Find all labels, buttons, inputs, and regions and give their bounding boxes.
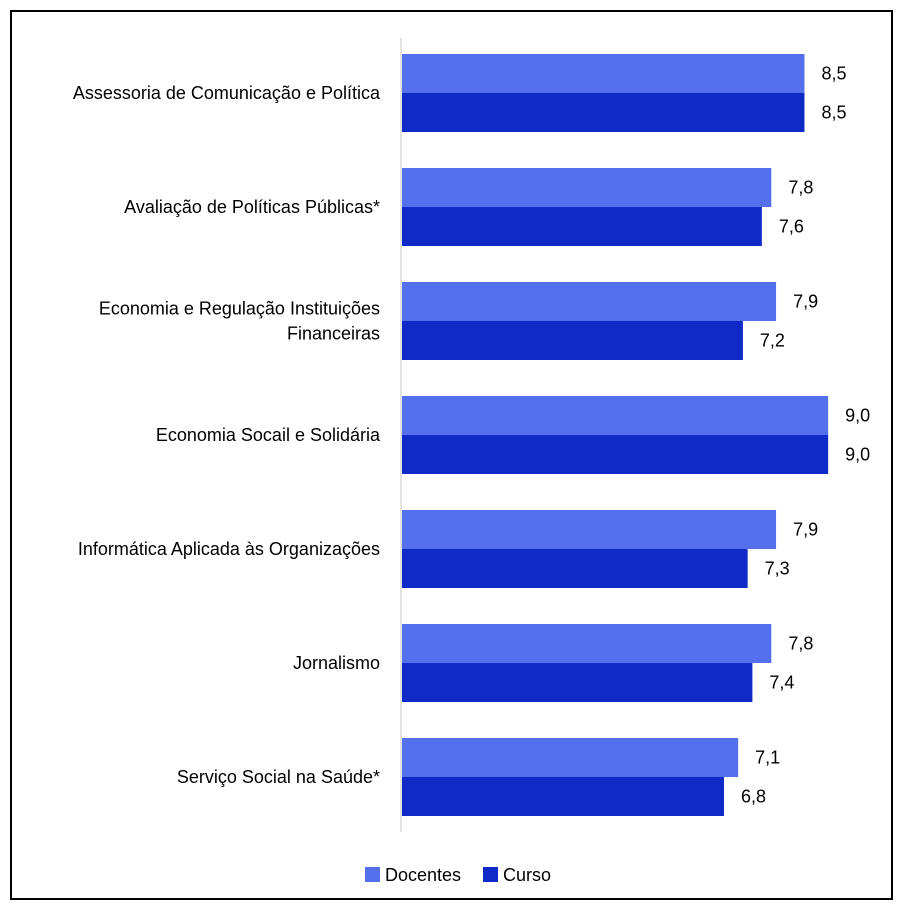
legend-label-curso: Curso	[503, 865, 551, 885]
data-label: 7,4	[769, 673, 794, 693]
data-label: 9,0	[845, 406, 870, 426]
bar-docentes	[402, 396, 829, 435]
data-label: 7,2	[760, 331, 785, 351]
bar-docentes	[402, 168, 772, 207]
bar-curso	[402, 207, 762, 246]
category-label: Economia Socail e Solidária	[156, 425, 381, 445]
data-label: 7,8	[788, 178, 813, 198]
bar-curso	[402, 549, 748, 588]
bar-curso	[402, 777, 724, 816]
category-label: Serviço Social na Saúde*	[177, 767, 380, 787]
category-label: Economia e Regulação Instituições Finance…	[99, 299, 380, 344]
bar-curso	[402, 663, 753, 702]
data-label: 7,9	[793, 292, 818, 312]
bar-curso	[402, 435, 829, 474]
category-label: Jornalismo	[293, 653, 380, 673]
data-label: 8,5	[821, 64, 846, 84]
data-label: 7,3	[765, 559, 790, 579]
bar-docentes	[402, 282, 777, 321]
legend-swatch-curso	[483, 867, 498, 882]
data-label: 7,8	[788, 634, 813, 654]
bar-curso	[402, 321, 743, 360]
legend-swatch-docentes	[365, 867, 380, 882]
data-label: 7,6	[779, 217, 804, 237]
data-label: 7,1	[755, 748, 780, 768]
bar-docentes	[402, 54, 805, 93]
category-label: Assessoria de Comunicação e Política	[73, 83, 381, 103]
labels-group: Assessoria de Comunicação e Política 8,5 8…	[73, 64, 870, 807]
data-label: 6,8	[741, 787, 766, 807]
bar-docentes	[402, 624, 772, 663]
legend-label-docentes: Docentes	[385, 865, 461, 885]
bars-group	[400, 38, 829, 832]
legend: Docentes Curso	[365, 865, 551, 885]
bar-docentes	[402, 510, 777, 549]
category-label: Informática Aplicada às Organizações	[78, 539, 380, 559]
bar-docentes	[402, 738, 739, 777]
data-label: 7,9	[793, 520, 818, 540]
data-label: 9,0	[845, 445, 870, 465]
category-label: Avaliação de Políticas Públicas*	[124, 197, 380, 217]
bar-curso	[402, 93, 805, 132]
data-label: 8,5	[821, 103, 846, 123]
